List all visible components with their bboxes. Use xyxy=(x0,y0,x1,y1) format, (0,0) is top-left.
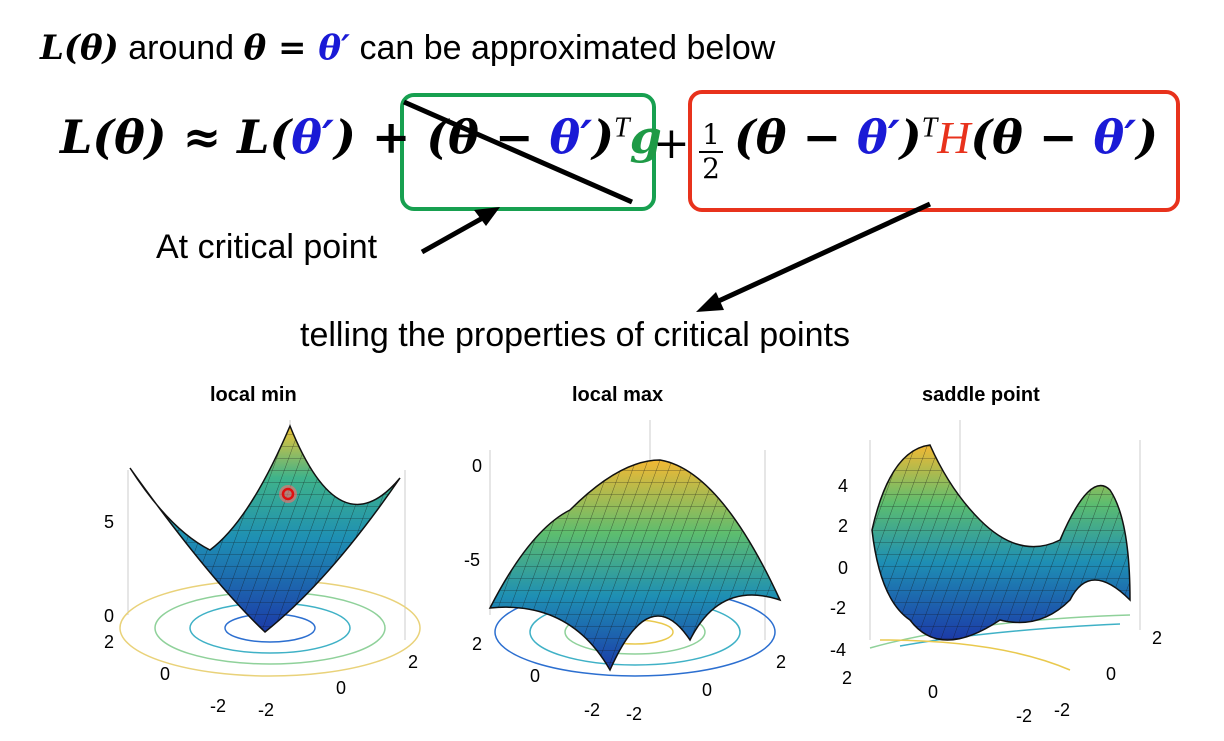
hess-open: (θ − xyxy=(734,110,858,164)
plot-title-local-min: local min xyxy=(210,384,297,406)
hess-transpose: T xyxy=(921,112,938,144)
formula-plus: + xyxy=(653,118,690,169)
hessian-H: H xyxy=(937,112,971,163)
critical-point-label: At critical point xyxy=(156,228,378,266)
formula-lhs: L(θ) ≈ L( xyxy=(60,110,292,164)
plot-title-local-max: local max xyxy=(572,384,664,406)
hess-open-2: (θ − xyxy=(970,110,1094,164)
plot-local-max: 0 -5 2 0 -2 -2 0 2 xyxy=(464,420,786,724)
formula-close-plus: ) + xyxy=(334,110,427,164)
x-tick-0: 0 xyxy=(1106,664,1116,684)
critical-point-marker xyxy=(281,487,295,501)
header-rest: can be approximated below xyxy=(350,29,776,67)
hess-theta-prime-2: θ′ xyxy=(1093,110,1137,164)
properties-label: telling the properties of critical point… xyxy=(300,316,850,354)
formula-theta-prime: θ′ xyxy=(291,110,335,164)
x-tick-2: 2 xyxy=(408,652,418,672)
taylor-formula: L(θ) ≈ L(θ′) + (θ − θ′)Tg xyxy=(60,110,662,164)
z-tick-neg2: -2 xyxy=(830,598,846,618)
z-tick-0: 0 xyxy=(472,456,482,476)
x-tick-2: 2 xyxy=(776,652,786,672)
critical-point-marker-glow xyxy=(279,485,297,503)
header-lhs: L(θ) xyxy=(40,28,119,68)
grad-close: ) xyxy=(592,110,615,164)
y-tick-neg2: -2 xyxy=(1016,706,1032,726)
z-tick-2: 2 xyxy=(838,516,848,536)
plot-local-min: 5 0 2 0 -2 -2 0 2 xyxy=(104,420,421,720)
y-tick-2: 2 xyxy=(104,632,114,652)
y-tick-neg2: -2 xyxy=(210,696,226,716)
plot-saddle: 4 2 0 -2 -4 2 0 -2 -2 0 2 xyxy=(830,420,1162,726)
gradient-g: g xyxy=(629,110,662,164)
x-tick-neg2: -2 xyxy=(1054,700,1070,720)
arrow-to-gradient xyxy=(420,207,500,255)
z-tick-5: 5 xyxy=(104,512,114,532)
x-tick-2: 2 xyxy=(1152,628,1162,648)
z-tick-0: 0 xyxy=(838,558,848,578)
z-tick-4: 4 xyxy=(838,476,848,496)
z-tick-neg5: -5 xyxy=(464,550,480,570)
x-tick-neg2: -2 xyxy=(258,700,274,720)
half-fraction: 1 2 xyxy=(699,118,723,185)
y-tick-0: 0 xyxy=(928,682,938,702)
y-tick-2: 2 xyxy=(842,668,852,688)
grad-theta-prime: θ′ xyxy=(549,110,593,164)
half-denominator: 2 xyxy=(699,151,723,185)
grad-transpose: T xyxy=(614,112,630,144)
gradient-term-box xyxy=(400,93,656,211)
hess-close-2: ) xyxy=(1136,110,1159,164)
x-tick-0: 0 xyxy=(702,680,712,700)
header-around: around xyxy=(118,29,244,67)
z-tick-0: 0 xyxy=(104,606,114,626)
hess-theta-prime-1: θ′ xyxy=(857,110,900,164)
y-tick-0: 0 xyxy=(530,666,540,686)
arrow-to-properties xyxy=(696,201,932,312)
hess-close-1: ) xyxy=(899,110,922,164)
x-tick-0: 0 xyxy=(336,678,346,698)
y-tick-neg2: -2 xyxy=(584,700,600,720)
hessian-term-box xyxy=(688,90,1180,212)
y-tick-0: 0 xyxy=(160,664,170,684)
header-theta-eq: θ = xyxy=(243,28,319,68)
x-tick-neg2: -2 xyxy=(626,704,642,724)
half-numerator: 1 xyxy=(702,118,720,151)
y-tick-2: 2 xyxy=(472,634,482,654)
strike-line xyxy=(402,99,634,205)
plot-title-saddle: saddle point xyxy=(922,384,1040,406)
z-tick-neg4: -4 xyxy=(830,640,846,660)
header-sentence: L(θ) around θ = θ′ can be approximated b… xyxy=(40,28,775,68)
header-theta-prime: θ′ xyxy=(318,28,351,68)
hessian-formula: (θ − θ′)TH(θ − θ′) xyxy=(734,110,1158,164)
